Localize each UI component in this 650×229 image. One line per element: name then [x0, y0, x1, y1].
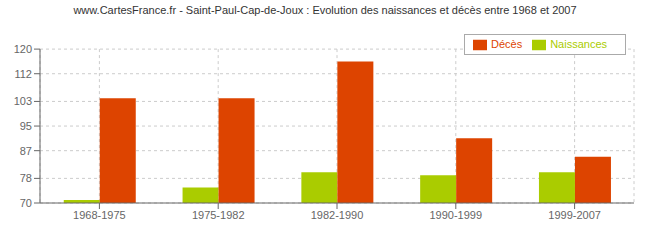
svg-text:112: 112	[14, 68, 32, 80]
svg-text:1975-1982: 1975-1982	[192, 209, 245, 221]
svg-text:1990-1999: 1990-1999	[429, 209, 482, 221]
html-text:www.CartesFrance.fr - Saint-Pa: www.CartesFrance.fr - Saint-Paul-Cap-de-…	[73, 4, 577, 16]
svg-text:87: 87	[20, 145, 32, 157]
svg-text:120: 120	[14, 43, 32, 55]
svg-text:70: 70	[20, 197, 32, 209]
svg-text:1999-2007: 1999-2007	[548, 209, 601, 221]
svg-text:78: 78	[20, 172, 32, 184]
svg-text:1968-1975: 1968-1975	[73, 209, 126, 221]
svg-text:1982-1990: 1982-1990	[311, 209, 364, 221]
svg-text:95: 95	[20, 120, 32, 132]
svg-text:103: 103	[14, 95, 32, 107]
html-text:Décès: Décès	[491, 38, 523, 50]
html-text:Naissances: Naissances	[550, 38, 607, 50]
